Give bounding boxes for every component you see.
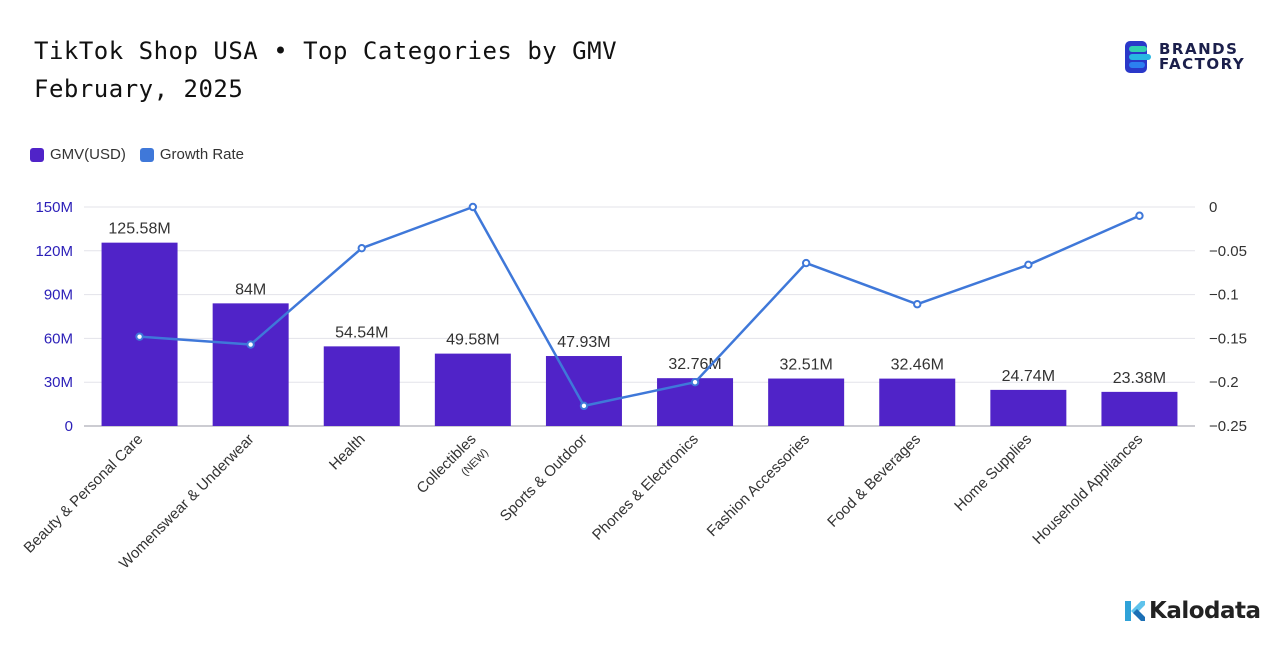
x-tick-label: Womenswear & Underwear	[116, 431, 258, 573]
y-right-tick-label: −0.25	[1209, 418, 1247, 435]
kalodata-watermark: Kalodata	[1124, 598, 1261, 624]
growth-rate-point-7	[801, 258, 811, 268]
growth-rate-point-5	[579, 401, 589, 411]
bar-9	[990, 389, 1067, 426]
y-right-tick-label: −0.05	[1209, 243, 1247, 260]
y-right-tick-label: 0	[1209, 199, 1217, 216]
bar-3	[323, 346, 400, 426]
bar-value-label: 49.58M	[446, 332, 499, 349]
x-tick-label: Phones & Electronics	[589, 431, 702, 544]
bar-value-label: 125.58M	[108, 221, 170, 238]
bar-value-label: 32.46M	[891, 357, 944, 374]
chart-legend: GMV(USD) Growth Rate	[30, 146, 258, 163]
legend-item-growth-rate[interactable]: Growth Rate	[139, 146, 245, 163]
brands-factory-wordmark: BRANDS FACTORY	[1159, 42, 1245, 72]
chart-title-block: TikTok Shop USA • Top Categories by GMV …	[34, 32, 617, 108]
kalodata-wordmark: Kalodata	[1149, 598, 1261, 624]
legend-label-gmv: GMV(USD)	[50, 146, 126, 163]
bar-7	[768, 378, 845, 426]
bar-value-label: 23.38M	[1113, 370, 1166, 387]
bar-5	[545, 356, 622, 426]
growth-rate-point-10	[1135, 211, 1144, 220]
bar-value-label: 84M	[235, 281, 266, 298]
bar-value-label: 54.54M	[335, 324, 388, 341]
chart-subtitle: February, 2025	[34, 75, 244, 103]
y-left-tick-label: 90M	[44, 287, 73, 304]
y-left-tick-label: 60M	[44, 330, 73, 347]
bar-value-label: 32.51M	[779, 357, 832, 374]
x-tick-label: Home Supplies	[951, 431, 1035, 515]
growth-rate-point-2	[246, 340, 255, 349]
bar-10	[1101, 391, 1178, 426]
growth-rate-point-1	[135, 332, 144, 341]
legend-item-gmv[interactable]: GMV(USD)	[30, 146, 126, 163]
brand-line-1: BRANDS	[1159, 40, 1239, 58]
x-tick-label: Sports & Outdoor	[497, 431, 591, 525]
bar-value-label: 24.74M	[1002, 368, 1055, 385]
chart-title: TikTok Shop USA • Top Categories by GMV	[34, 37, 618, 65]
bar-4	[434, 353, 511, 426]
legend-swatch-growth-rate	[139, 147, 154, 162]
x-tick-label: Health	[326, 431, 369, 474]
brands-factory-logo: BRANDS FACTORY	[1125, 41, 1245, 73]
x-tick-label: Fashion Accessories	[704, 431, 813, 540]
bar-value-label: 47.93M	[557, 334, 610, 351]
x-tick-label: Household Appliances	[1029, 431, 1146, 548]
y-left-tick-label: 0	[65, 418, 73, 435]
bar-value-label: 32.76M	[668, 356, 721, 373]
growth-rate-point-8	[913, 300, 922, 309]
x-tick-label: Food & Beverages	[824, 431, 924, 531]
y-left-tick-label: 150M	[35, 199, 73, 216]
growth-rate-point-9	[1024, 260, 1033, 270]
bar-8	[879, 378, 956, 426]
kalodata-icon	[1125, 601, 1145, 621]
y-right-tick-label: −0.15	[1209, 330, 1247, 347]
legend-label-growth-rate: Growth Rate	[159, 146, 245, 163]
x-tick-label: Beauty & Personal Care	[21, 431, 147, 557]
y-left-tick-label: 30M	[44, 374, 73, 391]
growth-rate-point-4	[468, 202, 478, 212]
brands-factory-icon	[1125, 41, 1151, 73]
growth-rate-point-6	[690, 378, 700, 387]
growth-rate-point-3	[357, 243, 366, 253]
y-right-tick-label: −0.2	[1209, 374, 1239, 391]
legend-swatch-gmv	[30, 147, 44, 162]
y-left-tick-label: 120M	[35, 243, 73, 260]
growth-rate-line	[139, 205, 1140, 408]
y-right-tick-label: −0.1	[1209, 287, 1239, 304]
brand-line-2: FACTORY	[1159, 55, 1246, 73]
